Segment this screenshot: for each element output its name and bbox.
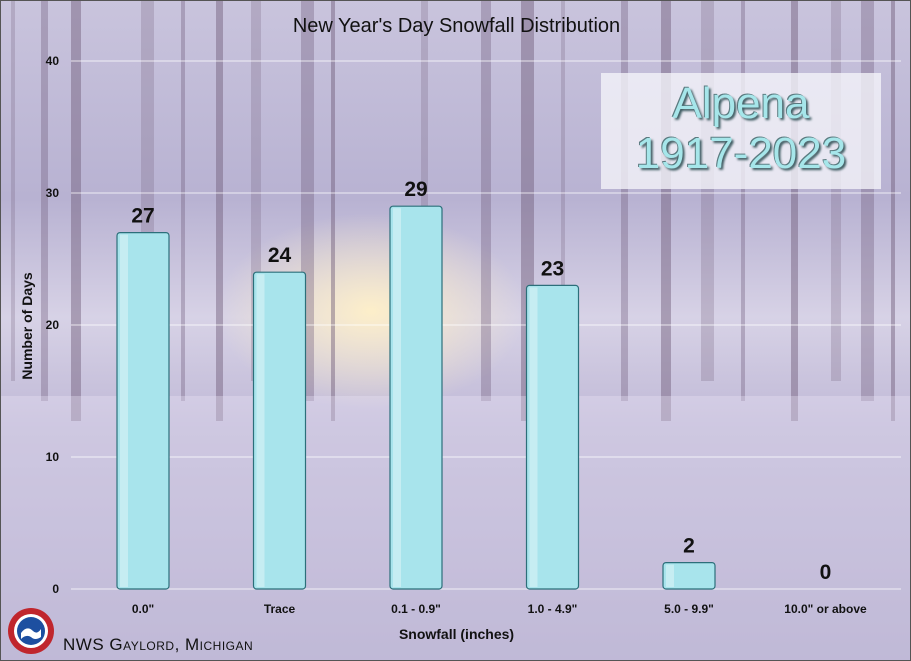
bar-highlight bbox=[256, 274, 265, 587]
chart-title: New Year's Day Snowfall Distribution bbox=[292, 15, 621, 37]
bar-highlight bbox=[393, 208, 401, 587]
y-tick-label: 10 bbox=[46, 450, 60, 464]
data-label: 0 bbox=[820, 561, 832, 584]
x-tick-label: 0.0" bbox=[132, 602, 154, 616]
y-axis-label: Number of Days bbox=[19, 272, 35, 380]
bar bbox=[116, 232, 170, 590]
data-label: 2 bbox=[683, 535, 695, 558]
credit-text: NWS Gaylord, Michigan bbox=[63, 635, 254, 654]
data-label: 27 bbox=[131, 205, 154, 228]
x-tick-label: 10.0" or above bbox=[784, 602, 867, 616]
bar bbox=[525, 284, 580, 590]
y-tick-label: 20 bbox=[46, 318, 60, 332]
y-tick-label: 0 bbox=[52, 582, 59, 596]
x-tick-label: 0.1 - 0.9" bbox=[391, 602, 441, 616]
x-axis-label: Snowfall (inches) bbox=[398, 626, 515, 642]
bar-highlight bbox=[529, 287, 538, 587]
station-label-box: Alpena 1917-2023 bbox=[601, 73, 881, 189]
bar bbox=[389, 205, 443, 590]
data-label: 29 bbox=[404, 178, 427, 201]
noaa-nws-logo-icon bbox=[8, 608, 54, 654]
bar bbox=[662, 561, 716, 590]
x-tick-label: 5.0 - 9.9" bbox=[664, 602, 714, 616]
station-name: Alpena bbox=[672, 79, 810, 128]
x-tick-label: Trace bbox=[264, 602, 296, 616]
data-label: 24 bbox=[268, 244, 292, 267]
bar bbox=[252, 271, 307, 590]
bar-highlight bbox=[666, 564, 674, 587]
data-label: 23 bbox=[541, 257, 564, 280]
bar-highlight bbox=[120, 234, 128, 587]
station-period: 1917-2023 bbox=[635, 129, 847, 178]
x-tick-label: 1.0 - 4.9" bbox=[528, 602, 578, 616]
y-tick-label: 40 bbox=[46, 54, 60, 68]
y-tick-label: 30 bbox=[46, 186, 60, 200]
